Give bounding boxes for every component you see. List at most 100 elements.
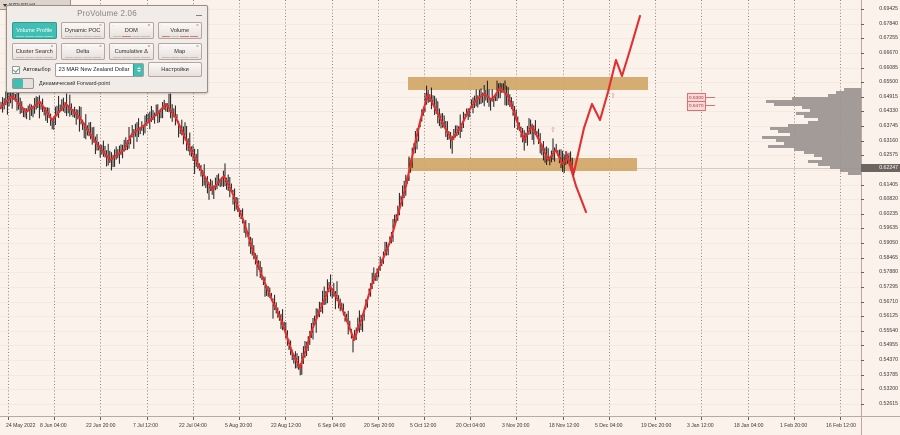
settings-button[interactable]: Настройки	[148, 62, 202, 77]
price-tick: 0.58465	[861, 254, 900, 262]
button-label: Map	[174, 48, 186, 55]
gear-icon[interactable]: ⚙	[196, 44, 199, 48]
provolume-panel[interactable]: ProVolume 2.06 .. ⚙ Volume Profile .. ⚙ …	[6, 5, 208, 93]
tick-mark	[861, 286, 864, 288]
price-axis[interactable]: 0.69425 0.67840 0.67255 0.66670 0.66085 0.655…	[861, 0, 900, 417]
button-dom[interactable]: .. ⚙ DOM	[109, 22, 154, 39]
tick-mark	[861, 198, 864, 200]
price-tick-label: 0.58465	[879, 255, 898, 261]
price-tick: 0.56710	[861, 298, 900, 306]
button-cumulative-delta[interactable]: .. ⚙ Cumulative Δ	[109, 43, 154, 60]
panel-forward-point-row: Динамический Forward-point	[12, 78, 202, 89]
time-tick-label: 24 May 2022	[6, 423, 36, 429]
btn-cap-left: ..	[112, 44, 114, 48]
projection-price-value: 0.6300	[689, 95, 704, 100]
volume-profile-bar	[766, 100, 862, 103]
demand-zone	[408, 158, 637, 171]
minimize-icon[interactable]	[196, 11, 202, 16]
price-tick: 0.64915	[861, 93, 900, 101]
price-tick: 0.55540	[861, 327, 900, 335]
up-arrow-icon: ⇧	[610, 92, 616, 100]
volume-profile-bar	[848, 172, 862, 175]
price-tick: 0.56125	[861, 312, 900, 320]
gear-icon[interactable]: ⚙	[99, 23, 102, 27]
gear-icon[interactable]: ⚙	[147, 23, 151, 27]
price-tick-label: 0.62575	[879, 152, 898, 158]
btn-cap-left: ..	[63, 44, 66, 48]
btn-underbar	[64, 56, 101, 58]
price-tick-label: 0.63745	[879, 123, 898, 129]
price-tick: 0.60820	[861, 195, 900, 203]
time-tick-label: 5 Aug 20:00	[225, 423, 253, 429]
button-volume[interactable]: .. ⚙ Volume	[157, 22, 202, 39]
tick-mark	[861, 140, 864, 142]
gear-icon[interactable]: ⚙	[50, 23, 54, 27]
leader-line	[704, 97, 715, 98]
price-tick-label: 0.54370	[879, 357, 898, 363]
price-tick: 0.67840	[861, 20, 900, 28]
button-delta[interactable]: .. ⚙ Delta	[60, 43, 105, 60]
tick-mark	[861, 81, 864, 83]
time-axis[interactable]: 24 May 2022 8 Jun 04:00 22 Jun 20:00 7 Jul …	[0, 416, 862, 435]
button-cluster-search[interactable]: .. ⚙ Cluster Search	[12, 43, 57, 60]
up-arrow-icon: ⇧	[550, 126, 556, 134]
gear-icon[interactable]: ⚙	[196, 23, 199, 27]
time-tick-mark	[8, 417, 9, 420]
leader-line	[704, 105, 715, 106]
tick-mark	[861, 344, 864, 346]
btn-underbar	[16, 35, 53, 37]
price-tick-label: 0.56125	[879, 313, 898, 319]
time-tick-mark	[239, 417, 240, 420]
btn-underbar	[64, 35, 101, 37]
button-dynamic-poc[interactable]: .. ⚙ Dynamic POC	[60, 22, 105, 39]
price-tick: 0.59050	[861, 239, 900, 247]
price-tick-label: 0.57295	[879, 284, 898, 290]
volume-profile-histogram	[762, 88, 862, 175]
time-tick-mark	[54, 417, 55, 420]
time-tick-label: 6 Sep 04:00	[318, 423, 346, 429]
symbol-select[interactable]: 23 MAR New Zealand Dollar	[54, 62, 144, 77]
price-tick-label: 0.67840	[879, 21, 898, 27]
time-tick-label: 16 Feb 12:00	[826, 423, 857, 429]
forward-point-toggle[interactable]	[12, 78, 34, 89]
volume-profile-bar	[822, 157, 862, 160]
price-tick: 0.65500	[861, 78, 900, 86]
tick-mark	[861, 242, 864, 244]
tick-mark	[861, 154, 864, 156]
price-tick-label: 0.53200	[879, 386, 898, 392]
gear-icon[interactable]: ⚙	[147, 44, 151, 48]
price-tick-label: 0.60235	[879, 211, 898, 217]
volume-profile-bar	[784, 142, 862, 145]
checkmark-icon	[12, 65, 20, 74]
button-label: Cluster Search	[15, 48, 53, 55]
tick-mark	[861, 37, 864, 39]
price-tick: 0.57295	[861, 283, 900, 291]
gear-icon[interactable]: ⚙	[50, 44, 54, 48]
time-tick-mark	[424, 417, 425, 420]
time-tick-mark	[655, 417, 656, 420]
time-tick-mark	[701, 417, 702, 420]
gear-icon[interactable]: ⚙	[99, 44, 102, 48]
button-label: DOM	[124, 27, 138, 34]
price-tick-label: 0.59635	[879, 225, 898, 231]
volume-profile-bar	[762, 136, 862, 139]
panel-title-label: ProVolume 2.06	[77, 9, 137, 18]
btn-underbar	[161, 35, 198, 37]
volume-profile-bar	[818, 118, 862, 121]
button-map[interactable]: .. ⚙ Map	[157, 43, 202, 60]
forward-point-label: Динамический Forward-point	[39, 80, 110, 87]
btn-underbar	[161, 56, 198, 58]
price-tick: 0.53785	[861, 371, 900, 379]
price-tick-label: 0.52615	[879, 401, 898, 407]
stepper-icon[interactable]	[133, 63, 143, 76]
supply-zone	[408, 77, 648, 90]
tick-mark	[861, 67, 864, 69]
time-tick-mark	[100, 417, 101, 420]
tick-mark	[861, 388, 864, 390]
btn-underbar	[113, 56, 150, 58]
btn-cap-left: ..	[112, 23, 114, 27]
price-tick: 0.60235	[861, 210, 900, 218]
button-volume-profile[interactable]: .. ⚙ Volume Profile	[12, 22, 57, 39]
tick-mark	[861, 8, 864, 10]
autoselect-checkbox[interactable]: Автовыбор	[12, 65, 51, 74]
